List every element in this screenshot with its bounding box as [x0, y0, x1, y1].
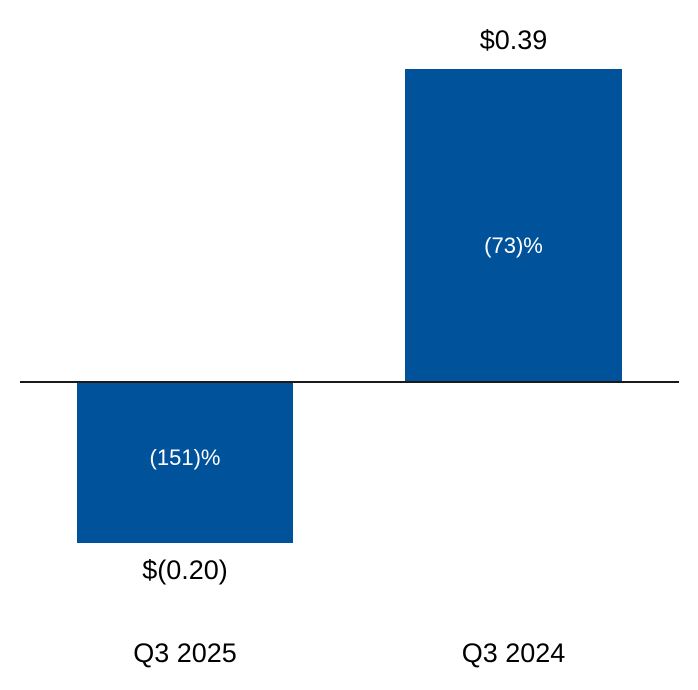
- x-axis-baseline: [20, 381, 679, 383]
- value-label-q3-2024: $0.39: [479, 25, 548, 55]
- category-label-q3-2025: Q3 2025: [133, 638, 237, 668]
- bar-percent-label-q3-2024: (73)%: [484, 233, 543, 258]
- value-label-q3-2025: $(0.20): [142, 555, 228, 585]
- bar-q3-2025: (151)%: [77, 383, 293, 543]
- bar-percent-label-q3-2025: (151)%: [149, 445, 221, 470]
- category-label-q3-2024: Q3 2024: [461, 638, 566, 668]
- bar-q3-2024: (73)%: [405, 69, 622, 381]
